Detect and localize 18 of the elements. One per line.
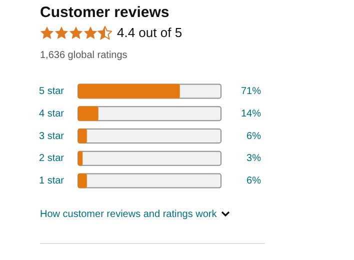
bar [78, 151, 83, 166]
y-tick-label: 2 star [38, 153, 65, 164]
y-tick-label: 3 star [38, 130, 65, 142]
data-label: 71% [240, 86, 262, 97]
y-tick-label: 4 star [38, 108, 65, 120]
y-tick-label: 5 star [38, 86, 65, 97]
data-label: 6% [246, 176, 262, 187]
bar [78, 106, 98, 121]
text: How customer reviews and ratings work [40, 209, 217, 220]
data-label: 14% [240, 108, 262, 120]
data-label: 6% [246, 130, 262, 142]
bar [78, 128, 87, 144]
y-tick-label: 1 star [38, 176, 65, 187]
chart-title: Customer reviews [40, 4, 170, 21]
bar [78, 173, 87, 188]
text: 4.4 out of 5 [117, 25, 182, 40]
text: 1,636 global ratings [40, 50, 128, 61]
data-label: 3% [246, 153, 262, 164]
